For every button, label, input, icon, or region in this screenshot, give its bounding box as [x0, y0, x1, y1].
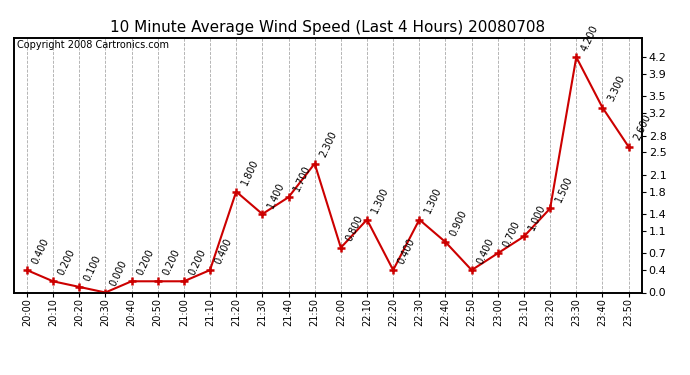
- Text: 0.700: 0.700: [501, 219, 522, 249]
- Text: 0.200: 0.200: [135, 248, 155, 277]
- Text: 1.000: 1.000: [527, 203, 548, 232]
- Text: 1.800: 1.800: [239, 158, 260, 187]
- Text: 1.400: 1.400: [266, 180, 286, 210]
- Text: 0.900: 0.900: [448, 209, 469, 238]
- Text: 0.400: 0.400: [30, 237, 50, 266]
- Text: 1.300: 1.300: [370, 186, 391, 215]
- Text: 0.400: 0.400: [396, 237, 417, 266]
- Text: 0.100: 0.100: [82, 253, 103, 282]
- Text: 2.600: 2.600: [632, 113, 653, 142]
- Text: 1.700: 1.700: [292, 164, 313, 193]
- Text: 1.300: 1.300: [422, 186, 443, 215]
- Text: 0.400: 0.400: [475, 237, 495, 266]
- Text: Copyright 2008 Cartronics.com: Copyright 2008 Cartronics.com: [17, 40, 169, 50]
- Text: 0.800: 0.800: [344, 214, 364, 243]
- Text: 0.000: 0.000: [108, 259, 129, 288]
- Text: 0.200: 0.200: [56, 248, 77, 277]
- Text: 3.300: 3.300: [606, 74, 627, 103]
- Text: 4.200: 4.200: [580, 23, 600, 52]
- Title: 10 Minute Average Wind Speed (Last 4 Hours) 20080708: 10 Minute Average Wind Speed (Last 4 Hou…: [110, 20, 545, 35]
- Text: 0.400: 0.400: [213, 237, 234, 266]
- Text: 0.200: 0.200: [187, 248, 208, 277]
- Text: 1.500: 1.500: [553, 175, 574, 204]
- Text: 0.200: 0.200: [161, 248, 181, 277]
- Text: 2.300: 2.300: [318, 130, 339, 159]
